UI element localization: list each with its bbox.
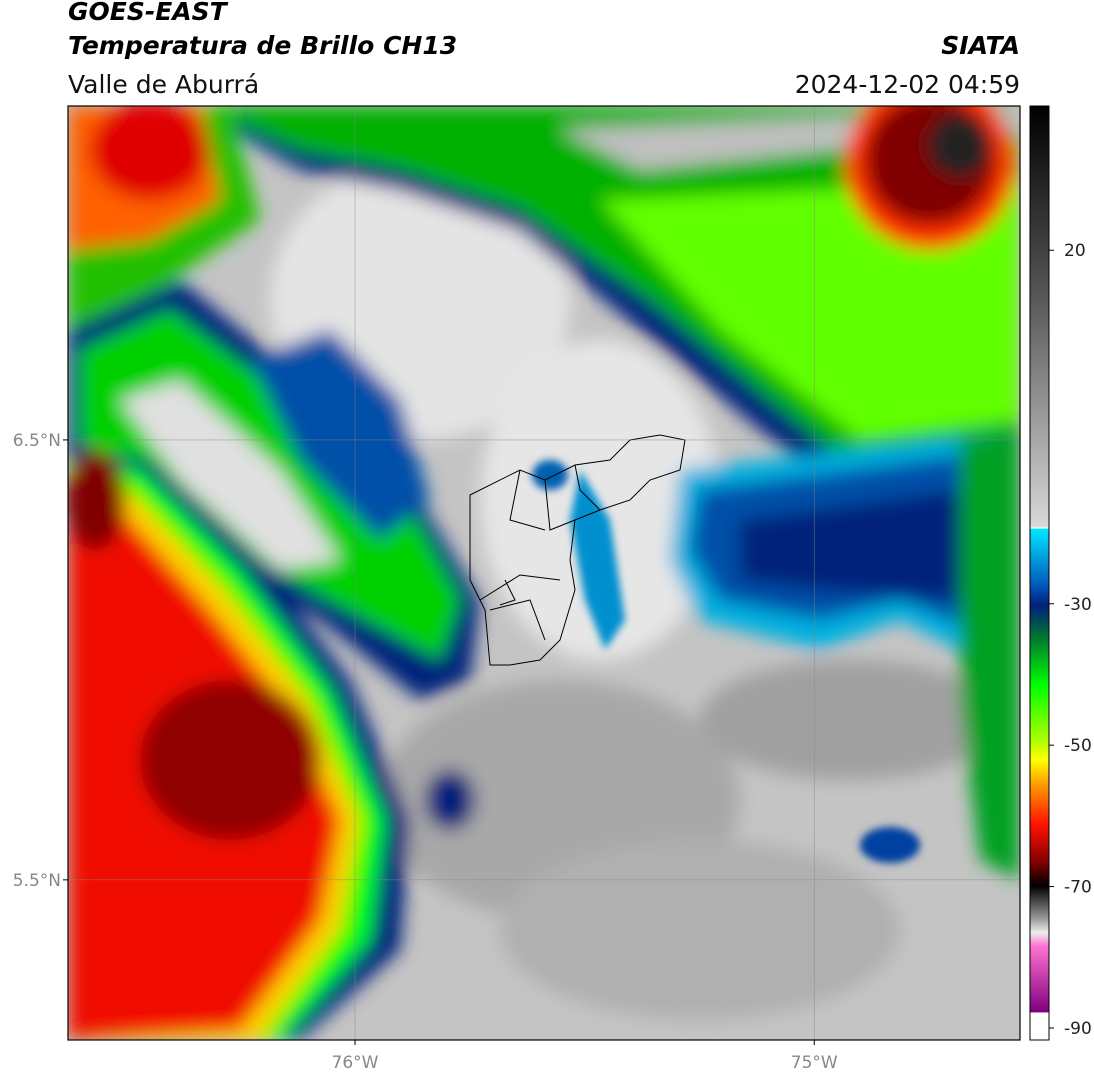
colorbar-label: -50: [1064, 736, 1092, 756]
lon-label: 76°W: [332, 1053, 379, 1073]
colorbar-label: 20: [1064, 241, 1086, 261]
colorbar-label: -90: [1064, 1019, 1092, 1039]
agency: SIATA: [941, 31, 1020, 60]
graticule: [68, 106, 1020, 1040]
subtitle: Temperatura de Brillo CH13: [68, 31, 457, 60]
colorbar: [1029, 105, 1050, 1041]
map-frame: [67, 105, 1021, 1041]
boundaries: [469, 434, 686, 666]
region: Valle de Aburrá: [68, 70, 259, 99]
timestamp: 2024-12-02 04:59: [795, 70, 1020, 99]
satellite-image: [68, 106, 1020, 1040]
colorbar-label: -30: [1064, 595, 1092, 615]
colorbar-label: -70: [1064, 878, 1092, 898]
lat-label: 5.5°N: [13, 871, 61, 891]
lat-label: 6.5°N: [13, 431, 61, 451]
lon-label: 75°W: [791, 1053, 838, 1073]
title: GOES-EAST: [68, 0, 229, 26]
